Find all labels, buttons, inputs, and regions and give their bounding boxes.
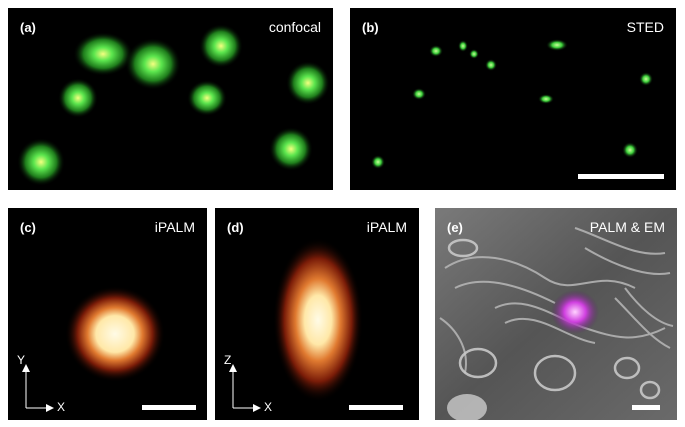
panel-title: confocal (268, 19, 321, 35)
axis-arrows-icon (229, 364, 261, 412)
axis-x-label: X (264, 400, 273, 414)
scale-bar (578, 174, 664, 179)
panel-title: iPALM (366, 219, 407, 235)
panel-label: (c) (20, 220, 36, 235)
scale-bar (349, 405, 403, 410)
ipalm-xy-image (65, 286, 165, 382)
panel-d-ipalm-xz: (d) iPALM Z X (215, 208, 419, 420)
axis-arrows-icon (22, 364, 54, 412)
panel-c-ipalm-xy: (c) iPALM Y X (8, 208, 207, 420)
ipalm-xz-image (273, 238, 363, 402)
panel-label: (a) (20, 20, 36, 35)
panel-e-palm-em: (e) PALM & EM (435, 208, 677, 420)
panel-title: STED (626, 19, 664, 35)
panel-title: PALM & EM (589, 219, 665, 235)
scale-bar (142, 405, 196, 410)
scale-bar (632, 405, 660, 410)
panel-label: (e) (447, 220, 463, 235)
axis-z-label: Z (224, 353, 232, 367)
panel-label: (b) (362, 20, 379, 35)
axis-x-label: X (57, 400, 66, 414)
sted-image (371, 39, 653, 169)
panel-a-confocal: (a) confocal (8, 8, 333, 190)
panel-b-sted: (b) STED (350, 8, 676, 190)
panel-title: iPALM (154, 219, 195, 235)
confocal-image (17, 24, 330, 186)
palm-em-image (435, 208, 677, 420)
axis-y-label: Y (17, 353, 26, 367)
panel-label: (d) (227, 220, 244, 235)
